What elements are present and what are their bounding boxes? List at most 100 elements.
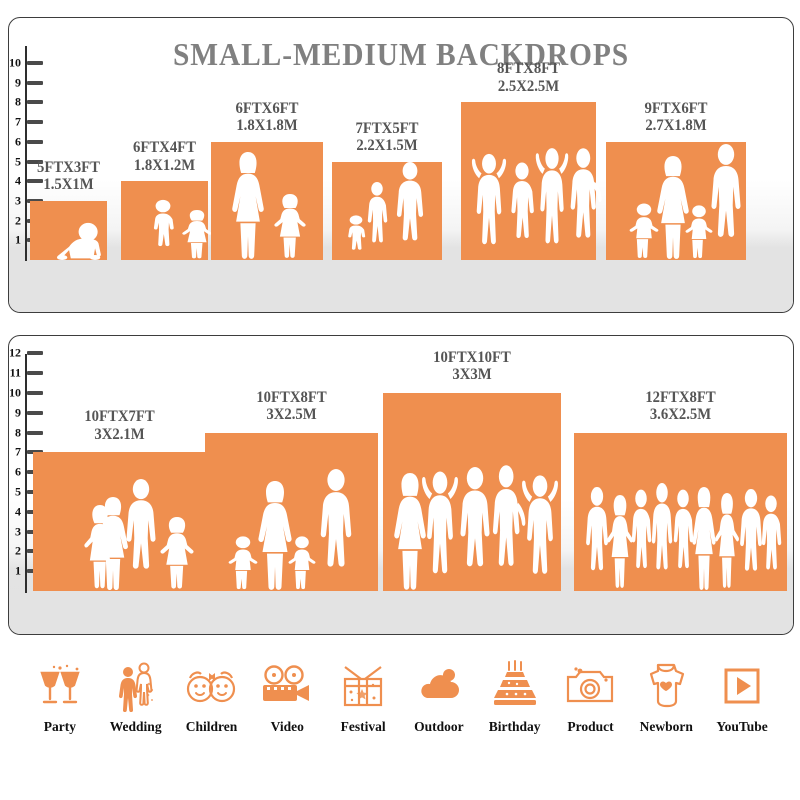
human-silhouette [487,464,529,591]
use-case-label: Product [567,719,614,734]
y-tick [27,80,43,85]
bar-label: 7FTX5FT 2.2X1.5M [310,120,464,155]
y-tick-label: 9 [15,75,21,90]
bar [211,141,323,260]
chart-panel-small-medium: SMALL-MEDIUM BACKDROPS 1 2 3 4 5 6 7 8 9 10 5FTX3… [8,17,794,313]
bar-label-size: 10FTX10FT [433,349,511,366]
y-tick-label: 10 [9,385,21,400]
y-tick-label: 4 [15,173,21,188]
human-silhouette [229,151,267,260]
human-silhouette [606,494,634,591]
bar-label-metric: 1.5X1M [43,176,94,194]
use-case-item-newborn[interactable]: Newborn [628,655,704,735]
use-case-item-festival[interactable]: Festival [325,655,401,735]
camera-icon [564,655,616,717]
y-tick-label: 12 [9,345,21,360]
use-case-label: Video [270,719,304,734]
bar-label: 6FTX6FT 1.8X1.8M [189,100,345,135]
bar-label: 12FTX8FT 3.6X2.5M [555,389,793,424]
y-tick-label: 2 [15,543,21,558]
bar-label-metric: 2.7X1.8M [645,117,707,135]
people-group [574,482,787,591]
human-silhouette [287,535,317,591]
y-tick-label: 8 [15,94,21,109]
human-silhouette [364,180,390,260]
human-silhouette [419,465,461,591]
y-tick-label: 7 [15,444,21,459]
y-tick-label: 5 [15,484,21,499]
use-case-item-children[interactable]: Children [174,655,250,735]
use-case-label: Outdoor [414,719,464,734]
y-tick-label: 1 [15,563,21,578]
human-silhouette [758,493,784,591]
y-tick-label: 8 [15,425,21,440]
gift-box-icon [339,655,387,717]
chart-panel-large: 1 2 3 4 5 6 7 8 9 10 11 12 10FTX7FT 3X2.1M 10FTX8FT 3X… [8,335,794,635]
human-silhouette [95,496,131,591]
y-tick-label: 3 [15,524,21,539]
human-silhouette [628,202,660,260]
chart1-y-axis [25,46,27,261]
y-tick [27,120,43,125]
two-kids-faces-icon [183,655,239,717]
y-tick-label: 3 [15,193,21,208]
chart2-y-axis [25,354,27,593]
human-silhouette [565,147,605,260]
cloud-sun-icon [413,655,465,717]
y-tick-label: 2 [15,213,21,228]
bar-label-metric: 3X2.1M [94,425,145,443]
bar-label: 10FTX7FT 3X2.1M [13,408,227,443]
y-tick [27,391,43,395]
bar-label-size: 7FTX5FT [355,119,419,137]
human-silhouette [648,482,676,591]
human-silhouette [181,209,213,260]
people-group [606,143,746,260]
wedding-couple-icon [113,655,159,717]
use-case-label: Children [185,719,238,734]
use-case-item-wedding[interactable]: Wedding [98,655,174,735]
bar-label: 10FTX10FT 3X3M [363,349,582,384]
y-tick-label: 6 [15,464,21,479]
use-case-item-video[interactable]: Video [249,655,325,735]
use-case-item-youtube[interactable]: YouTube [704,655,780,735]
bar-label-metric: 2.5X2.5M [497,77,560,95]
human-silhouette [690,486,718,591]
human-silhouette [455,466,495,591]
bar-label: 5FTX3FT 1.5X1M [9,159,130,194]
human-silhouette [344,214,368,260]
use-case-item-birthday[interactable]: Birthday [477,655,553,735]
bar-label-metric: 1.8X1.2M [133,156,196,174]
bar-label-metric: 3X3M [452,366,492,384]
human-silhouette [227,535,259,591]
human-silhouette [736,488,766,591]
human-silhouette [469,148,509,260]
use-case-item-outdoor[interactable]: Outdoor [401,655,477,735]
y-tick [27,410,43,415]
y-tick [27,179,43,184]
movie-camera-icon [259,655,315,717]
use-case-icon-row: Party Wedding Children Video Festival Outdoor… [8,655,794,765]
use-case-item-product[interactable]: Product [553,655,629,735]
bar-label-size: 6FTX4FT [133,139,196,157]
bar-label: 8FTX8FT 2.5X2.5M [440,60,618,95]
use-case-label: Festival [340,719,386,734]
chart1-floor [9,258,793,312]
bar-label: 6FTX4FT 1.8X1.2M [98,139,230,174]
bar-label: 9FTX6FT 2.7X1.8M [585,100,767,135]
human-silhouette [315,468,357,591]
human-silhouette [533,142,571,260]
people-group [383,464,561,591]
human-silhouette [149,198,177,260]
human-silhouette [670,487,696,591]
human-silhouette [714,492,740,591]
birthday-cake-icon [491,655,539,717]
bar-label-metric: 1.8X1.8M [236,117,298,135]
human-silhouette [391,472,429,591]
use-case-item-party[interactable]: Party [22,655,98,735]
human-silhouette [121,478,161,591]
bar-label-size: 10FTX7FT [84,408,155,426]
y-tick-label: 5 [15,154,21,168]
bar-label-metric: 3X2.5M [266,405,317,423]
y-tick [27,371,43,376]
people-group [121,199,212,260]
